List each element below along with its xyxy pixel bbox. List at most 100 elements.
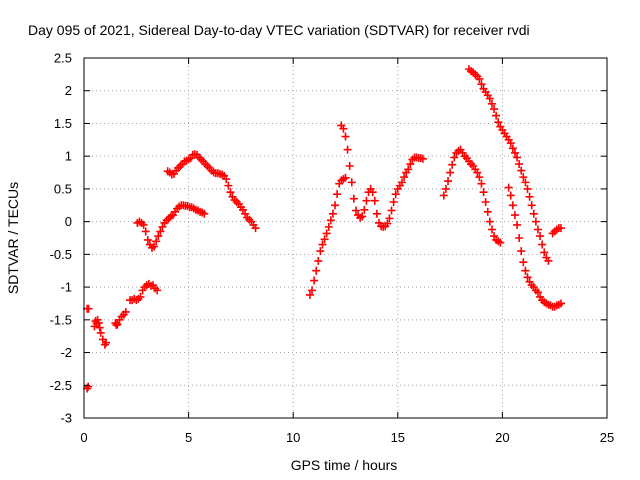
data-point	[351, 206, 360, 215]
data-point	[316, 247, 325, 256]
data-point	[536, 232, 545, 241]
data-point	[485, 94, 494, 103]
y-tick-label: 2	[65, 83, 72, 98]
data-point	[494, 118, 503, 127]
data-point	[314, 256, 323, 265]
y-tick-label: 0.5	[54, 181, 72, 196]
data-point	[487, 225, 496, 234]
series-group	[83, 382, 93, 393]
data-point	[308, 286, 317, 295]
series-group	[83, 304, 93, 313]
data-point	[310, 276, 319, 285]
y-tick-label: -2.5	[50, 378, 72, 393]
chart-title: Day 095 of 2021, Sidereal Day-to-day VTE…	[28, 22, 530, 38]
x-tick-label: 10	[286, 430, 300, 445]
data-point	[439, 191, 448, 200]
data-point	[94, 319, 103, 328]
data-point	[372, 209, 381, 218]
y-tick-label: -0.5	[50, 247, 72, 262]
data-point	[490, 105, 499, 114]
data-point	[387, 206, 396, 215]
data-point	[98, 335, 107, 344]
series-group	[464, 65, 553, 265]
data-point	[487, 99, 496, 108]
data-point	[533, 225, 542, 234]
data-point	[508, 144, 517, 153]
data-point	[222, 175, 231, 184]
data-point	[385, 214, 394, 223]
data-point	[479, 188, 488, 197]
data-point	[150, 242, 159, 251]
data-point	[339, 124, 348, 133]
data-point	[513, 220, 522, 229]
data-point	[400, 173, 409, 182]
data-point	[510, 211, 519, 220]
data-point	[324, 222, 333, 231]
data-point	[84, 382, 93, 391]
data-point	[444, 177, 453, 186]
data-point	[504, 183, 513, 192]
data-point	[331, 201, 340, 210]
x-tick-label: 15	[391, 430, 405, 445]
data-point	[320, 235, 329, 244]
data-point	[527, 201, 536, 210]
data-point	[152, 237, 161, 246]
data-point	[347, 178, 356, 187]
data-point	[328, 209, 337, 218]
data-point	[96, 328, 105, 337]
data-point	[448, 160, 457, 169]
data-point	[113, 320, 122, 329]
data-point	[226, 188, 235, 197]
y-tick-label: 0	[65, 214, 72, 229]
data-point	[305, 290, 314, 299]
data-point	[521, 266, 530, 275]
series-group	[111, 307, 130, 330]
data-point	[343, 145, 352, 154]
data-point	[383, 219, 392, 228]
data-point	[154, 232, 163, 241]
data-point	[362, 196, 371, 205]
data-point	[529, 209, 538, 218]
x-tick-label: 25	[600, 430, 614, 445]
data-point	[101, 338, 110, 347]
data-point	[156, 227, 165, 236]
data-point	[322, 229, 331, 238]
data-point	[93, 315, 102, 324]
data-point	[477, 179, 486, 188]
data-point	[523, 273, 532, 282]
data-point	[333, 190, 342, 199]
data-point	[121, 307, 130, 316]
data-point	[508, 201, 517, 210]
data-point	[345, 162, 354, 170]
data-point	[397, 178, 406, 187]
y-tick-label: -1	[60, 280, 72, 295]
data-point	[525, 192, 534, 201]
data-point	[475, 173, 484, 182]
data-point	[370, 196, 379, 205]
y-axis-label: SDTVAR / TECUs	[5, 182, 21, 294]
data-point	[485, 217, 494, 226]
data-point	[515, 160, 524, 169]
data-point	[200, 209, 209, 218]
data-point	[391, 190, 400, 199]
data-point	[521, 178, 530, 187]
data-point	[473, 168, 482, 177]
data-point	[84, 304, 93, 313]
data-point	[389, 198, 398, 206]
data-point	[533, 288, 542, 297]
y-tick-label: -2	[60, 345, 72, 360]
data-point	[95, 323, 104, 332]
y-tick-label: 1.5	[54, 116, 72, 131]
data-point	[326, 216, 335, 225]
data-point	[556, 299, 565, 308]
data-point	[418, 154, 427, 163]
data-point	[368, 188, 377, 197]
x-tick-label: 5	[185, 430, 192, 445]
data-point	[510, 148, 519, 157]
series-group	[305, 173, 350, 299]
data-point	[483, 207, 492, 216]
data-point	[481, 198, 490, 206]
data-point	[153, 286, 162, 295]
data-point	[341, 173, 350, 182]
